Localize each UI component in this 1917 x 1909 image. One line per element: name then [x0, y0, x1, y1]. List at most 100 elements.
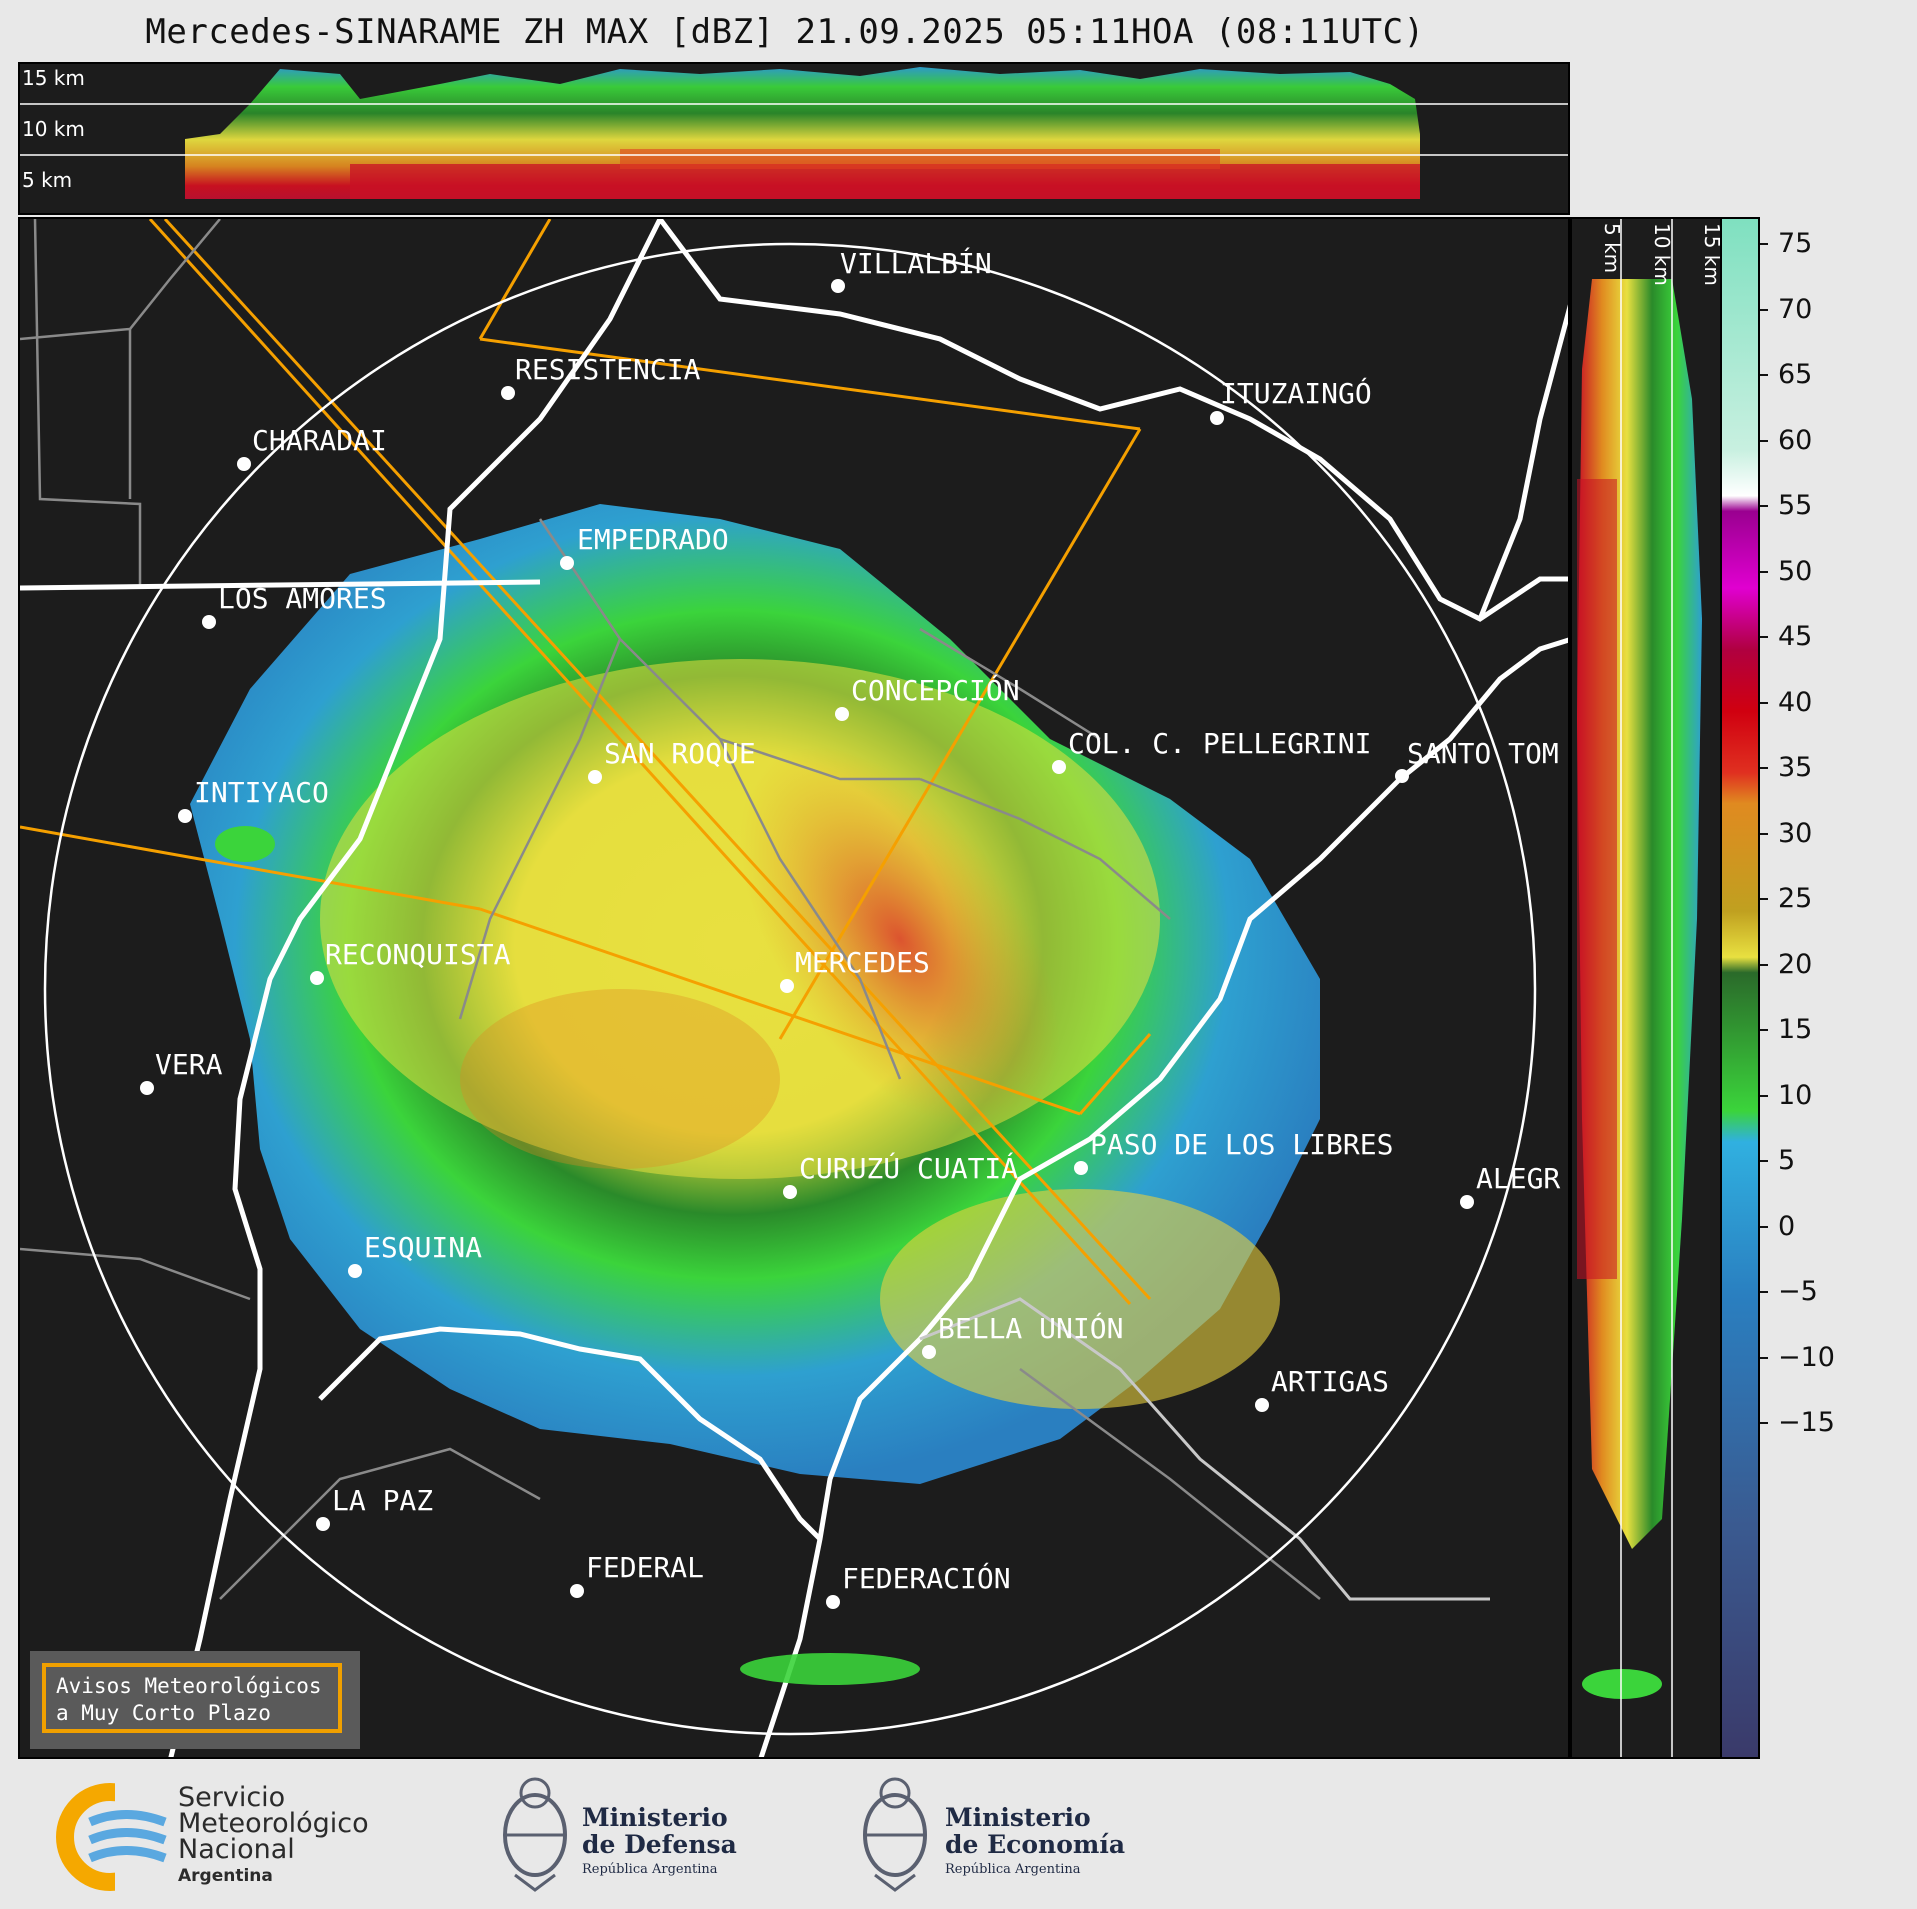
colorbar-tick-label: −10	[1778, 1341, 1835, 1373]
colorbar-tick-mark	[1760, 1291, 1768, 1293]
colorbar-tick-mark	[1760, 701, 1768, 704]
city-dot-col-pellegrini	[1052, 760, 1066, 774]
city-label-mercedes: MERCEDES	[795, 946, 930, 979]
right-cross-section-panel: 5 km 10 km 15 km	[1570, 217, 1722, 1759]
colorbar-tick-mark	[1760, 1422, 1768, 1424]
colorbar-tick-mark	[1760, 898, 1768, 900]
colorbar-tick-label: 15	[1778, 1014, 1813, 1045]
smn-logo-icon	[56, 1782, 185, 1892]
colorbar-tick-label: 45	[1778, 621, 1813, 652]
city-dot-federal	[570, 1584, 584, 1598]
colorbar-tick-label: 75	[1778, 228, 1813, 259]
colorbar-tick-mark	[1760, 1029, 1768, 1031]
smn-line-1: Servicio	[178, 1782, 286, 1813]
city-label-col-pellegrini: COL. C. PELLEGRINI	[1068, 727, 1372, 760]
reflectivity-colorbar	[1720, 217, 1760, 1759]
radar-reflectivity-layer	[20, 219, 1568, 1757]
city-dot-concepcion	[835, 707, 849, 721]
colorbar-tick-label: 60	[1778, 424, 1813, 456]
warning-box[interactable]: Avisos Meteorológicos a Muy Corto Plazo	[30, 1651, 360, 1749]
colorbar-tick-label: 20	[1778, 948, 1813, 980]
vertical-height-label-10km: 10 km	[1650, 223, 1674, 286]
economia-line-1: Ministerio	[945, 1803, 1091, 1832]
colorbar-tick-mark	[1760, 636, 1768, 638]
colorbar-tick-mark	[1760, 374, 1768, 376]
colorbar-gradient	[1722, 219, 1758, 1757]
footer-logos: Servicio Meteorológico Nacional Argentin…	[0, 1760, 1917, 1909]
city-label-alegr: ALEGR	[1476, 1162, 1561, 1195]
city-label-la-paz: LA PAZ	[332, 1484, 434, 1517]
city-dot-curuzu-cuatia	[783, 1185, 797, 1199]
colorbar-tick-mark	[1760, 832, 1768, 835]
right-cross-section-echoes	[1577, 219, 1702, 1757]
economia-coat-of-arms-icon	[863, 1777, 927, 1892]
city-label-empedrado: EMPEDRADO	[577, 523, 729, 556]
city-label-paso-libres: PASO DE LOS LIBRES	[1090, 1128, 1394, 1161]
colorbar-tick-mark	[1760, 308, 1768, 311]
warning-box-frame: Avisos Meteorológicos a Muy Corto Plazo	[42, 1663, 342, 1733]
colorbar-tick-mark	[1760, 1225, 1768, 1228]
city-dot-reconquista	[310, 971, 324, 985]
defensa-line-3: República Argentina	[582, 1862, 718, 1877]
height-label-5km: 5 km	[22, 168, 73, 192]
smn-line-2: Meteorológico	[178, 1808, 369, 1839]
colorbar-tick-label: −5	[1778, 1276, 1818, 1307]
defensa-coat-of-arms-icon	[503, 1777, 567, 1892]
warning-line-1: Avisos Meteorológicos	[56, 1674, 322, 1698]
city-label-ituzaingo: ITUZAINGÓ	[1220, 377, 1372, 410]
warning-line-2: a Muy Corto Plazo	[56, 1701, 271, 1725]
city-dot-resistencia	[501, 386, 515, 400]
colorbar-tick-label: 70	[1778, 293, 1813, 325]
city-label-reconquista: RECONQUISTA	[325, 938, 511, 971]
city-dot-esquina	[348, 1264, 362, 1278]
city-label-federal: FEDERAL	[586, 1551, 705, 1584]
city-label-artigas: ARTIGAS	[1271, 1365, 1390, 1398]
city-label-san-roque: SAN ROQUE	[604, 737, 756, 770]
colorbar-tick-label: −15	[1778, 1407, 1835, 1438]
colorbar-tick-label: 0	[1778, 1210, 1796, 1242]
city-label-charadai: CHARADAI	[252, 424, 387, 457]
city-dot-federacion	[826, 1595, 840, 1609]
city-dot-artigas	[1255, 1398, 1269, 1412]
colorbar-tick-label: 55	[1778, 490, 1813, 521]
city-dot-villalbin	[831, 279, 845, 293]
height-label-15km: 15 km	[22, 66, 85, 90]
city-label-concepcion: CONCEPCIÓN	[851, 674, 1020, 707]
city-label-esquina: ESQUINA	[364, 1231, 483, 1264]
city-dot-san-roque	[588, 770, 602, 784]
colorbar-tick-mark	[1760, 505, 1768, 507]
city-dot-bella-union	[922, 1345, 936, 1359]
city-label-federacion: FEDERACIÓN	[842, 1562, 1011, 1595]
city-dot-los-amores	[202, 615, 216, 629]
colorbar-tick-mark	[1760, 767, 1768, 769]
defensa-line-1: Ministerio	[582, 1803, 728, 1832]
top-cross-section-echoes	[20, 67, 1568, 199]
vertical-height-label-5km: 5 km	[1600, 223, 1624, 274]
colorbar-tick-label: 10	[1778, 1079, 1813, 1111]
city-label-resistencia: RESISTENCIA	[515, 353, 701, 386]
colorbar-tick-label: 50	[1778, 555, 1813, 587]
top-cross-section-panel: 15 km 10 km 5 km	[18, 62, 1570, 215]
economia-line-3: República Argentina	[945, 1862, 1081, 1877]
city-dot-charadai	[237, 457, 251, 471]
colorbar-tick-mark	[1760, 963, 1768, 966]
colorbar-tick-mark	[1760, 570, 1768, 573]
city-dot-empedrado	[560, 556, 574, 570]
city-label-santo-tome: SANTO TOM	[1407, 737, 1559, 770]
radar-map-panel: VILLALBÍN RESISTENCIA CHARADAI ITUZAINGÓ…	[18, 217, 1570, 1759]
city-label-bella-union: BELLA UNIÓN	[938, 1312, 1124, 1345]
colorbar-tick-label: 40	[1778, 686, 1813, 718]
city-dot-la-paz	[316, 1517, 330, 1531]
colorbar-tick-label: 5	[1778, 1145, 1796, 1176]
colorbar-tick-label: 35	[1778, 752, 1813, 783]
city-dot-ituzaingo	[1210, 411, 1224, 425]
smn-line-3: Nacional	[178, 1834, 295, 1865]
city-dot-santo-tome	[1395, 769, 1409, 783]
colorbar-tick-label: 65	[1778, 359, 1813, 390]
city-dot-alegr	[1460, 1195, 1474, 1209]
height-label-10km: 10 km	[22, 117, 85, 141]
city-label-villalbin: VILLALBÍN	[840, 247, 992, 280]
vertical-height-label-15km: 15 km	[1700, 223, 1722, 286]
city-dot-intiyaco	[178, 809, 192, 823]
city-label-curuzu-cuatia: CURUZÚ CUATIÁ	[799, 1152, 1019, 1185]
